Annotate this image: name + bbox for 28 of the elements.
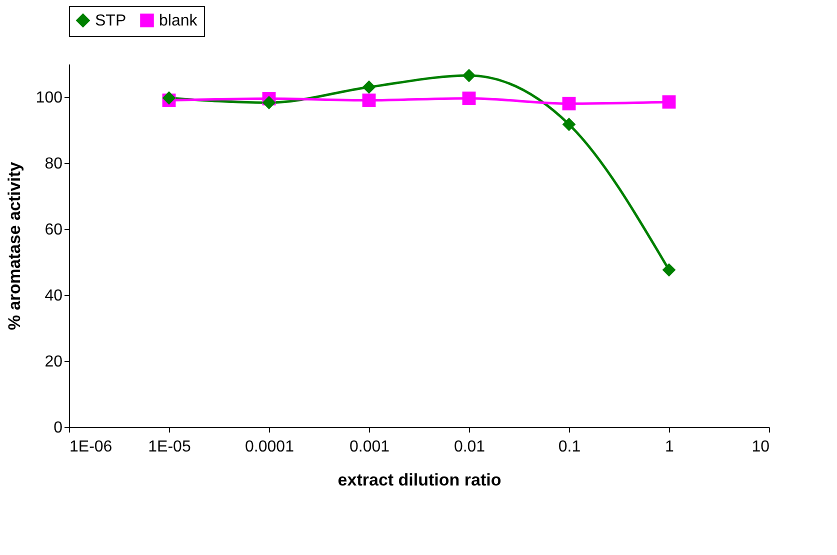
x-tick-label: 1 <box>665 438 674 456</box>
y-tick-label: 100 <box>36 90 63 106</box>
point <box>162 91 176 105</box>
x-axis-title: extract dilution ratio <box>338 470 502 490</box>
point <box>362 80 376 94</box>
x-tick-label: 0.01 <box>454 438 486 456</box>
point <box>462 92 476 106</box>
point <box>362 94 376 108</box>
y-tick-label: 0 <box>54 420 63 436</box>
x-tick-label: 0.0001 <box>245 438 294 456</box>
x-tick-label: 1E-06 <box>70 438 112 456</box>
x-tick-label: 10 <box>752 438 770 456</box>
point <box>662 263 676 277</box>
y-tick-label: 20 <box>44 354 63 370</box>
y-axis-title: % aromatase activity <box>4 161 24 330</box>
x-tick-label: 0.1 <box>558 438 581 456</box>
y-tick-label: 80 <box>44 156 63 172</box>
y-tick-label: 60 <box>44 222 63 238</box>
point <box>562 118 576 132</box>
point <box>462 68 476 82</box>
x-tick-label: 0.001 <box>349 438 390 456</box>
y-tick-label: 40 <box>44 288 63 304</box>
point <box>262 96 276 110</box>
x-tick-label: 1E-05 <box>148 438 191 456</box>
point <box>562 96 576 110</box>
legend-label: STP <box>95 12 126 30</box>
legend-label: blank <box>159 12 198 30</box>
point <box>662 95 676 109</box>
